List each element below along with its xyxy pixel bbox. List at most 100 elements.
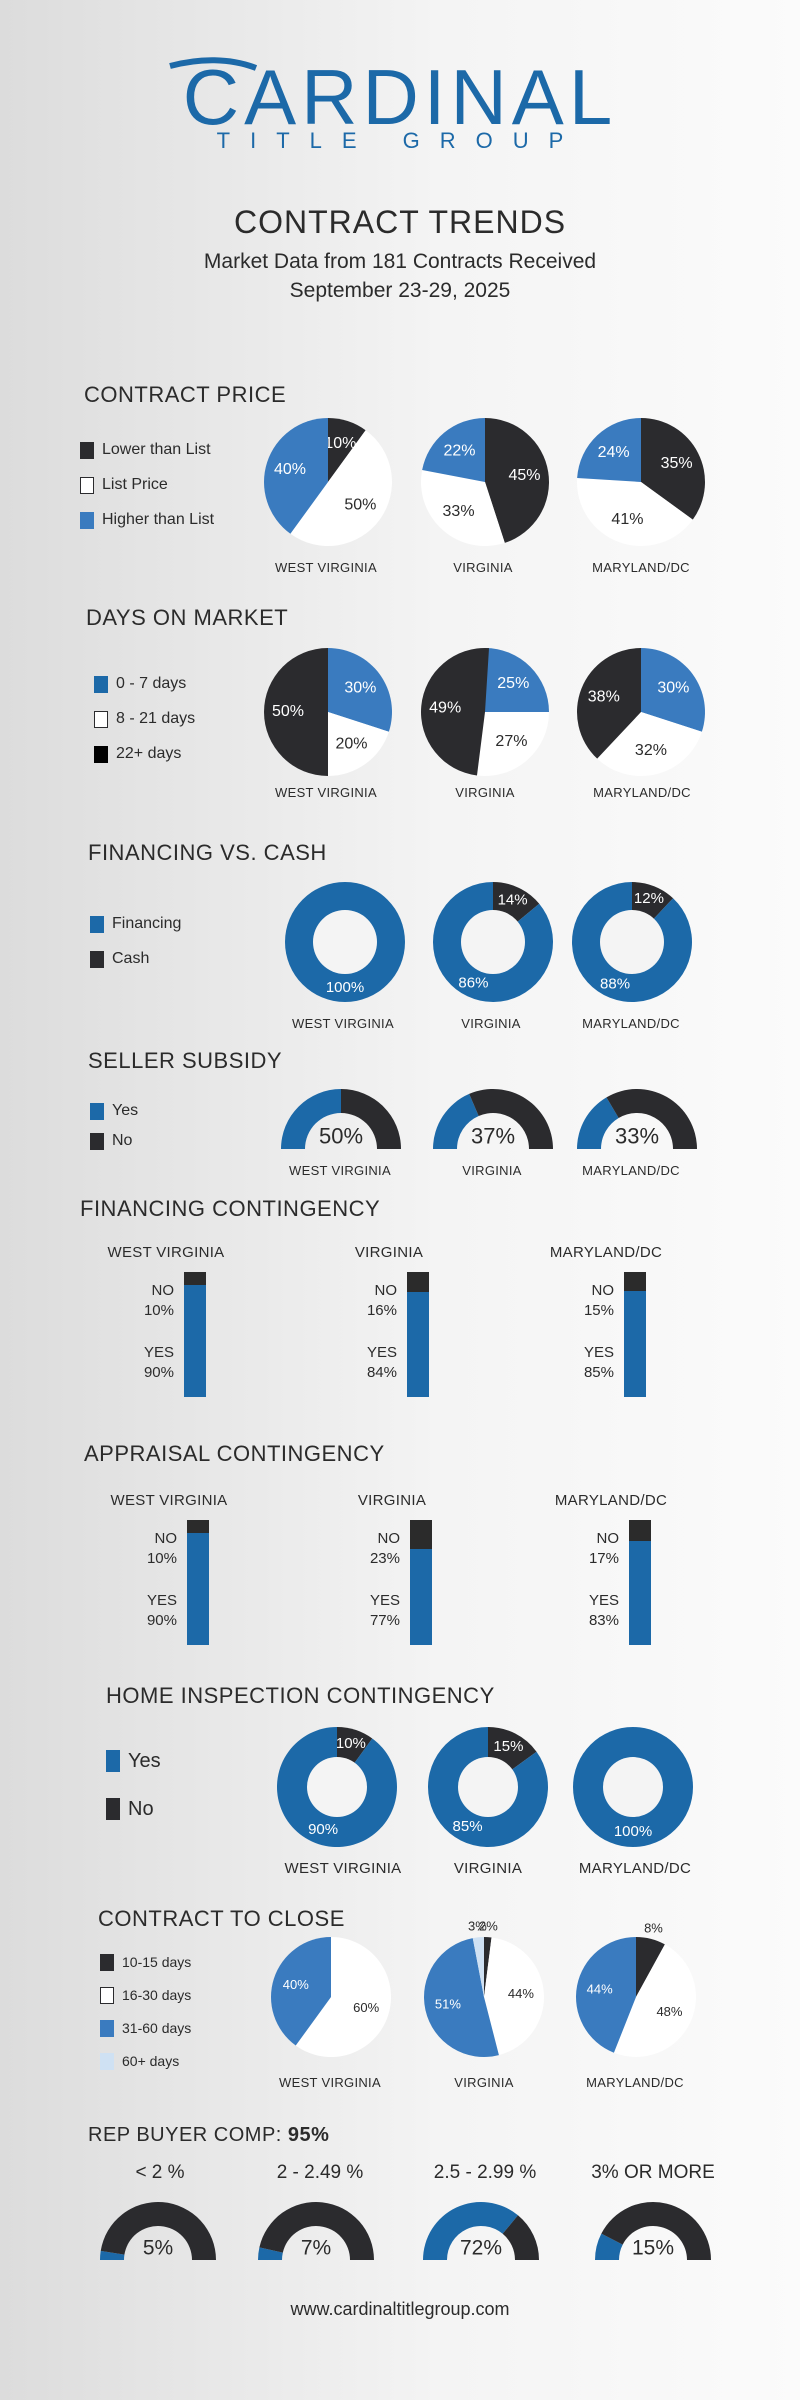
legend-swatch: [100, 2052, 114, 2070]
stacked-bar: [184, 1272, 206, 1397]
brand-sub: TITLE GROUP: [216, 128, 584, 153]
pie-slice: [472, 1937, 484, 1997]
gauge-segment: [601, 2202, 711, 2260]
pie-slice: [485, 648, 549, 712]
pie-slice-label: 8%: [644, 1920, 663, 1935]
bar-segment-no: [624, 1272, 646, 1291]
comp-category: 2 - 2.49 %: [276, 2162, 364, 2183]
bar-yes-label: YES: [146, 1592, 177, 1609]
legend-swatch: [80, 476, 94, 494]
contract-to-close-pies: 60% 40% 2% 44% 51% 3% 8% 48% 44%: [271, 1918, 696, 2057]
bar-segment-yes: [410, 1548, 432, 1645]
contingency-bar-block: WEST VIRGINIA NO 10% YES 90%: [66, 1244, 266, 1397]
footer-url[interactable]: www.cardinaltitlegroup.com: [290, 2299, 510, 2319]
bar-region-label: VIRGINIA: [354, 1244, 424, 1261]
contingency-bar-block: WEST VIRGINIA NO 10% YES 90%: [69, 1492, 269, 1645]
region-label: MARYLAND/DC: [593, 785, 691, 800]
pie-slice: [476, 712, 549, 776]
gauge-segment: [595, 2233, 623, 2260]
stacked-bar: [410, 1520, 432, 1645]
bar-no-text: NO 10%: [114, 1281, 174, 1321]
gauge-segment: [259, 2202, 374, 2260]
bar-no-value: 10%: [143, 1302, 174, 1319]
legend-swatch: [90, 1102, 104, 1120]
gauge-segment: [281, 1089, 341, 1149]
seller-subsidy-gauges: 50% 37% 33%: [281, 1089, 697, 1149]
legend-label: No: [112, 1132, 133, 1149]
region-label: VIRGINIA: [453, 560, 513, 575]
legend-swatch: [94, 745, 108, 763]
pie-slice: [295, 1937, 392, 2057]
section-title-appraisal-contingency: APPRAISAL CONTINGENCY: [84, 1441, 385, 1466]
gauge-segment: [423, 2202, 518, 2260]
pie-slice-label: 22%: [443, 442, 475, 459]
region-label: MARYLAND/DC: [586, 2075, 684, 2090]
legend-days-on-market: 0 - 7 days 8 - 21 days 22+ days: [94, 675, 195, 780]
bar-yes-text: YES 84%: [337, 1343, 397, 1383]
section-title-seller-subsidy: SELLER SUBSIDY: [88, 1048, 283, 1073]
bar-no-label: NO: [591, 1282, 615, 1299]
pie-slice: [577, 648, 641, 759]
legend-label: Lower than List: [102, 441, 211, 458]
bar-yes-text: YES 90%: [114, 1343, 174, 1383]
pie-slice: [597, 712, 702, 776]
pie-slice: [636, 1937, 665, 1997]
bar-no-label: NO: [377, 1530, 401, 1547]
region-label: VIRGINIA: [454, 2075, 514, 2090]
pie-slice: [641, 648, 705, 732]
legend-swatch: [80, 441, 94, 459]
pie-slice-label: 49%: [429, 699, 461, 716]
bar-no-label: NO: [151, 1282, 175, 1299]
bar-no-text: NO 17%: [559, 1529, 619, 1569]
region-label: WEST VIRGINIA: [284, 1860, 402, 1877]
pie-slice-label: 50%: [272, 703, 304, 720]
region-label: VIRGINIA: [461, 1016, 521, 1031]
bar-region-label: VIRGINIA: [357, 1492, 427, 1509]
pie-slice: [576, 1937, 636, 2053]
donut-segment-label: 85%: [453, 1818, 483, 1835]
bar-yes-value: 90%: [143, 1364, 174, 1381]
gauge-segment: [100, 2202, 216, 2260]
contingency-bar-block: VIRGINIA NO 16% YES 84%: [289, 1244, 489, 1397]
pie-slice-label: 44%: [508, 1986, 534, 2001]
donut-hole: [458, 1757, 518, 1817]
bar-no-value: 23%: [369, 1550, 400, 1567]
stacked-bar: [629, 1520, 651, 1645]
pie-slice: [421, 470, 505, 546]
bar-no-text: NO 15%: [554, 1281, 614, 1321]
pie-slice: [485, 418, 549, 543]
donut-segment-label: 10%: [336, 1735, 366, 1752]
gauge-segment: [469, 1089, 553, 1149]
pie-slice: [613, 1944, 696, 2057]
rep-buyer-comp-value: 95%: [287, 2124, 330, 2146]
stacked-bar: [407, 1272, 429, 1397]
legend-swatch: [90, 915, 104, 933]
legend-label: 60+ days: [122, 2053, 180, 2069]
legend-label: 10-15 days: [122, 1954, 192, 1970]
bar-no-label: NO: [374, 1282, 398, 1299]
pie-slice-label: 25%: [497, 675, 529, 692]
pie-slice: [424, 1938, 499, 2057]
comp-category: 3% OR MORE: [591, 2162, 715, 2183]
bar-no-label: NO: [596, 1530, 620, 1547]
bar-region-label: MARYLAND/DC: [549, 1244, 663, 1261]
stacked-bar: [187, 1520, 209, 1645]
gauge-value-label: 50%: [319, 1123, 363, 1148]
pie-slice-label: 60%: [353, 2000, 379, 2015]
legend-contract-price: Lower than List List Price Higher than L…: [80, 441, 214, 546]
bar-segment-yes: [624, 1290, 646, 1397]
legend-label: 0 - 7 days: [116, 675, 187, 692]
pie-slice-label: 38%: [588, 688, 620, 705]
pie-slice: [328, 648, 392, 732]
pie-slice-label: 45%: [508, 467, 540, 484]
pie-slice-label: 48%: [656, 2004, 682, 2019]
donut-hole: [461, 910, 525, 974]
contingency-bar-block: MARYLAND/DC NO 17% YES 83%: [511, 1492, 711, 1645]
bar-yes-label: YES: [583, 1344, 614, 1361]
legend-label: 16-30 days: [122, 1987, 192, 2003]
pie-slice-label: 32%: [635, 742, 667, 759]
bar-yes-label: YES: [366, 1344, 397, 1361]
contingency-bar-block: MARYLAND/DC NO 15% YES 85%: [506, 1244, 706, 1397]
pie-slice-label: 50%: [344, 497, 376, 514]
legend-financing-cash: Financing Cash: [90, 915, 181, 985]
